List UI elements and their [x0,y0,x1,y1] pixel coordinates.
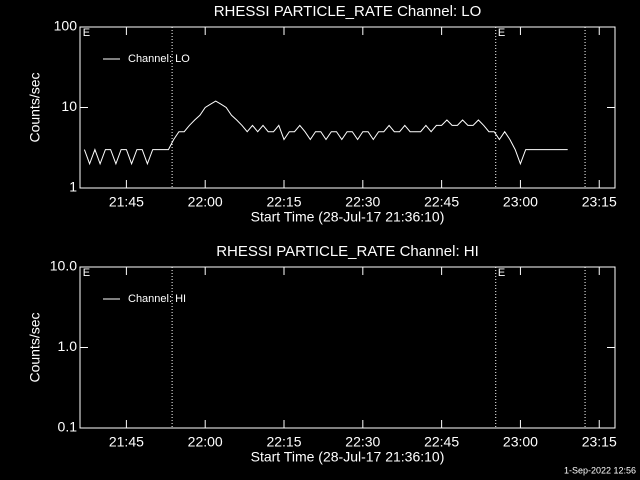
x-tick-label: 23:15 [582,434,617,450]
event-label: E [498,267,505,279]
y-tick-label: 0.1 [58,419,78,435]
y-tick-label: 1.0 [58,338,78,354]
x-axis-label: Start Time (28-Jul-17 21:36:10) [251,449,445,465]
y-tick-label: 10.0 [50,258,77,274]
timestamp: 1-Sep-2022 12:56 [564,465,636,475]
x-tick-label: 22:30 [345,194,380,210]
y-tick-label: 100 [54,18,78,34]
chart-title: RHESSI PARTICLE_RATE Channel: HI [216,243,479,260]
x-tick-label: 22:15 [266,434,301,450]
y-axis-label: Counts/sec [27,312,43,382]
event-label: E [83,267,90,279]
x-tick-label: 23:00 [503,434,538,450]
legend-label: Channel: HI [128,293,186,305]
x-axis-label: Start Time (28-Jul-17 21:36:10) [251,209,445,225]
x-tick-label: 22:00 [188,194,223,210]
x-tick-label: 22:45 [424,194,459,210]
plot-frame [79,26,616,189]
data-line [83,100,568,166]
y-axis-label: Counts/sec [27,72,43,142]
x-tick-label: 22:30 [345,434,380,450]
x-tick-label: 22:45 [424,434,459,450]
y-tick-label: 10 [61,98,77,114]
x-tick-label: 21:45 [109,434,144,450]
x-tick-label: 23:00 [503,194,538,210]
x-tick-label: 22:15 [266,194,301,210]
x-tick-label: 21:45 [109,194,144,210]
event-label: E [498,27,505,39]
event-label: E [83,27,90,39]
x-tick-label: 23:15 [582,194,617,210]
x-tick-label: 22:00 [188,434,223,450]
legend-label: Channel: LO [128,53,190,65]
plot-frame [79,266,616,429]
chart-title: RHESSI PARTICLE_RATE Channel: LO [214,3,482,20]
y-tick-label: 1 [69,179,77,195]
